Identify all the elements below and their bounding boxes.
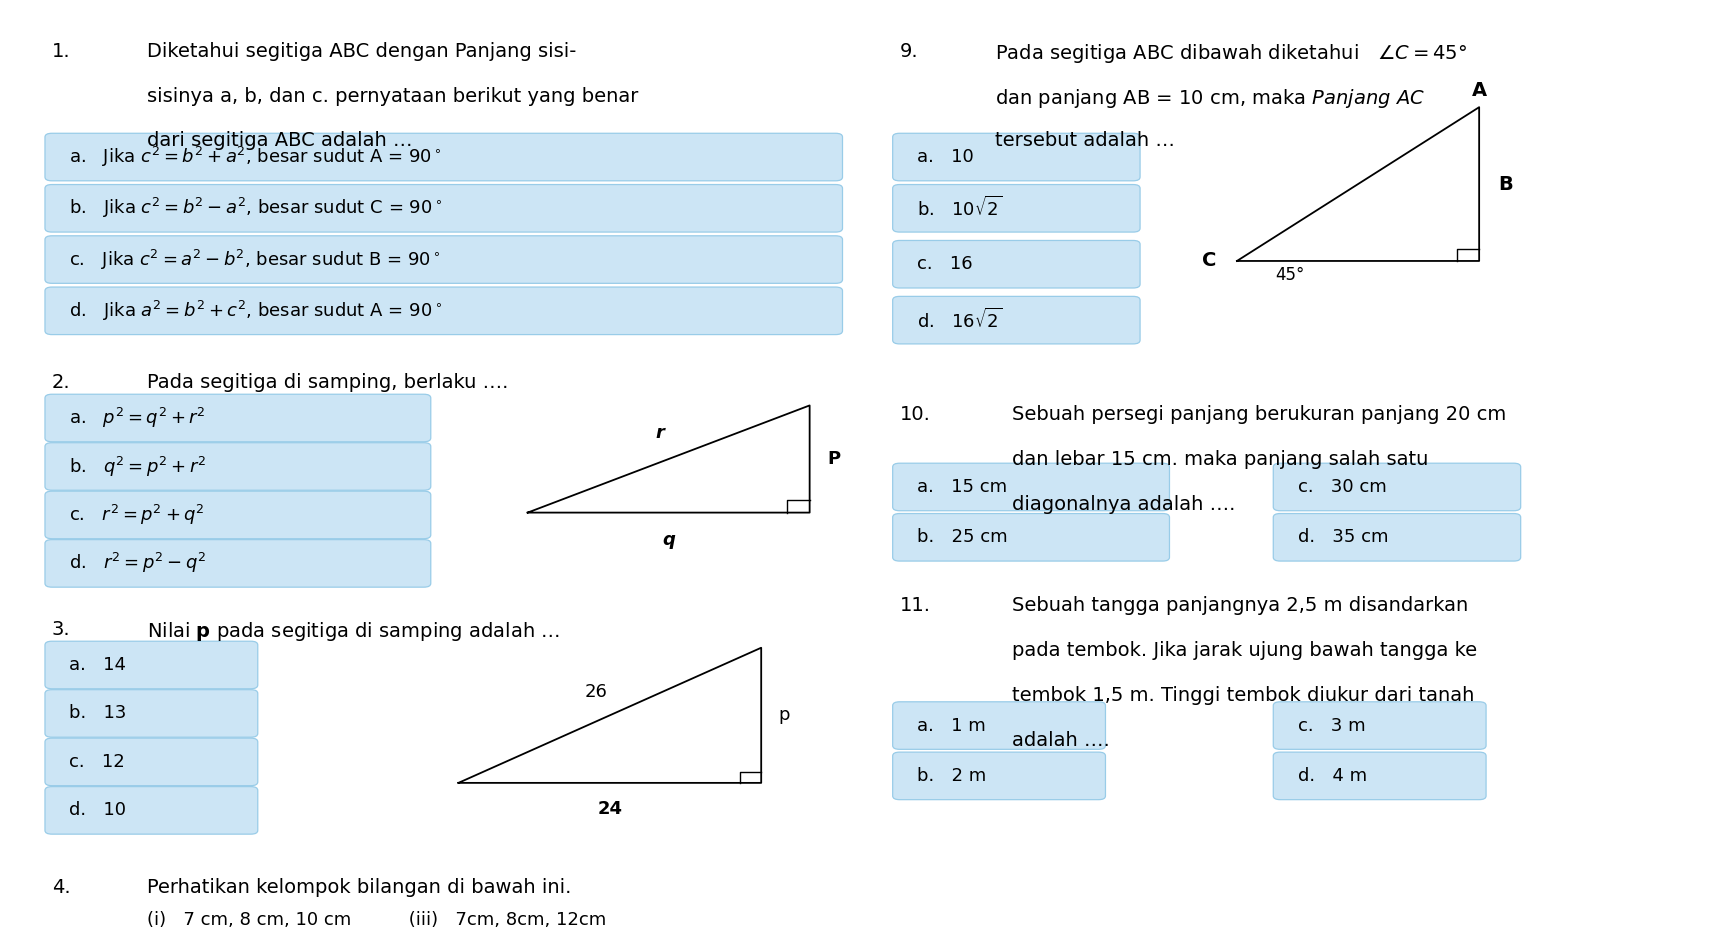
Text: Sebuah persegi panjang berukuran panjang 20 cm: Sebuah persegi panjang berukuran panjang… <box>1012 405 1507 424</box>
Text: 1.: 1. <box>52 42 71 61</box>
FancyBboxPatch shape <box>893 514 1169 561</box>
Text: dan lebar 15 cm. maka panjang salah satu: dan lebar 15 cm. maka panjang salah satu <box>1012 450 1429 469</box>
Text: a.   10: a. 10 <box>917 148 974 166</box>
Text: Perhatikan kelompok bilangan di bawah ini.: Perhatikan kelompok bilangan di bawah in… <box>147 878 571 897</box>
Text: 26: 26 <box>585 683 607 701</box>
Text: C: C <box>1202 252 1216 270</box>
Text: c.   Jika $c^2 = a^2 - b^2$, besar sudut B = 90$^\circ$: c. Jika $c^2 = a^2 - b^2$, besar sudut B… <box>69 248 441 271</box>
Text: dari segitiga ABC adalah …: dari segitiga ABC adalah … <box>147 131 412 150</box>
Text: B: B <box>1498 174 1514 194</box>
Text: d.   Jika $a^2 = b^2 + c^2$, besar sudut A = 90$^\circ$: d. Jika $a^2 = b^2 + c^2$, besar sudut A… <box>69 299 443 322</box>
Text: dan panjang AB = 10 cm, maka $\mathit{Panjang\ AC}$: dan panjang AB = 10 cm, maka $\mathit{Pa… <box>995 87 1426 110</box>
Text: c.   16: c. 16 <box>917 255 972 273</box>
Text: d.   10: d. 10 <box>69 802 126 819</box>
Text: a.   14: a. 14 <box>69 656 126 674</box>
FancyBboxPatch shape <box>45 787 258 834</box>
Text: c.   30 cm: c. 30 cm <box>1298 478 1386 496</box>
Text: P: P <box>827 450 841 468</box>
Text: b.   $q^2 = p^2 + r^2$: b. $q^2 = p^2 + r^2$ <box>69 455 206 478</box>
Text: a.   15 cm: a. 15 cm <box>917 478 1007 496</box>
Text: 10.: 10. <box>900 405 931 424</box>
Text: tersebut adalah …: tersebut adalah … <box>995 131 1175 150</box>
Text: a.   $p^2 = q^2 + r^2$: a. $p^2 = q^2 + r^2$ <box>69 406 206 430</box>
FancyBboxPatch shape <box>45 394 431 442</box>
FancyBboxPatch shape <box>893 240 1140 288</box>
Text: d.   4 m: d. 4 m <box>1298 767 1367 785</box>
Text: Nilai $\mathbf{p}$ pada segitiga di samping adalah …: Nilai $\mathbf{p}$ pada segitiga di samp… <box>147 620 561 643</box>
Text: 3.: 3. <box>52 620 71 638</box>
Text: Sebuah tangga panjangnya 2,5 m disandarkan: Sebuah tangga panjangnya 2,5 m disandark… <box>1012 596 1469 615</box>
Text: 24: 24 <box>597 800 623 817</box>
FancyBboxPatch shape <box>45 133 843 181</box>
Text: c.   3 m: c. 3 m <box>1298 717 1365 734</box>
FancyBboxPatch shape <box>45 236 843 283</box>
Text: d.   $r^2 = p^2 - q^2$: d. $r^2 = p^2 - q^2$ <box>69 552 206 575</box>
Text: c.   $r^2 = p^2 + q^2$: c. $r^2 = p^2 + q^2$ <box>69 503 204 527</box>
FancyBboxPatch shape <box>45 443 431 490</box>
Text: d.   $16\sqrt{2}$: d. $16\sqrt{2}$ <box>917 308 1002 332</box>
FancyBboxPatch shape <box>893 296 1140 344</box>
Text: diagonalnya adalah ….: diagonalnya adalah …. <box>1012 495 1235 514</box>
FancyBboxPatch shape <box>1273 514 1521 561</box>
FancyBboxPatch shape <box>893 702 1105 749</box>
Text: 11.: 11. <box>900 596 931 615</box>
Text: b.   Jika $c^2 = b^2 - a^2$, besar sudut C = 90$^\circ$: b. Jika $c^2 = b^2 - a^2$, besar sudut C… <box>69 197 443 220</box>
Text: a.   Jika $c^2 = b^2 + a^2$, besar sudut A = 90$^\circ$: a. Jika $c^2 = b^2 + a^2$, besar sudut A… <box>69 145 441 169</box>
Text: c.   12: c. 12 <box>69 753 125 771</box>
FancyBboxPatch shape <box>893 463 1169 511</box>
Text: adalah ….: adalah …. <box>1012 731 1111 749</box>
Text: (i)   7 cm, 8 cm, 10 cm          (iii)   7cm, 8cm, 12cm: (i) 7 cm, 8 cm, 10 cm (iii) 7cm, 8cm, 12… <box>147 911 606 929</box>
Text: pada tembok. Jika jarak ujung bawah tangga ke: pada tembok. Jika jarak ujung bawah tang… <box>1012 641 1477 660</box>
Text: A: A <box>1472 81 1486 100</box>
FancyBboxPatch shape <box>893 133 1140 181</box>
Text: b.   $10\sqrt{2}$: b. $10\sqrt{2}$ <box>917 197 1002 220</box>
Text: q: q <box>663 531 675 549</box>
Text: p: p <box>778 706 791 724</box>
FancyBboxPatch shape <box>893 185 1140 232</box>
Text: b.   2 m: b. 2 m <box>917 767 986 785</box>
FancyBboxPatch shape <box>45 738 258 786</box>
FancyBboxPatch shape <box>1273 463 1521 511</box>
FancyBboxPatch shape <box>893 752 1105 800</box>
Text: b.   25 cm: b. 25 cm <box>917 528 1007 546</box>
Text: Diketahui segitiga ABC dengan Panjang sisi-: Diketahui segitiga ABC dengan Panjang si… <box>147 42 576 61</box>
Text: 4.: 4. <box>52 878 71 897</box>
Text: Pada segitiga ABC dibawah diketahui   $\angle C = 45°$: Pada segitiga ABC dibawah diketahui $\an… <box>995 42 1467 65</box>
Text: d.   35 cm: d. 35 cm <box>1298 528 1387 546</box>
Text: 9.: 9. <box>900 42 919 61</box>
Text: 2.: 2. <box>52 373 71 391</box>
FancyBboxPatch shape <box>45 185 843 232</box>
Text: a.   1 m: a. 1 m <box>917 717 986 734</box>
Text: Pada segitiga di samping, berlaku ….: Pada segitiga di samping, berlaku …. <box>147 373 509 391</box>
FancyBboxPatch shape <box>45 491 431 539</box>
FancyBboxPatch shape <box>45 287 843 335</box>
Text: r: r <box>656 424 664 443</box>
Text: b.   13: b. 13 <box>69 705 126 722</box>
FancyBboxPatch shape <box>45 540 431 587</box>
FancyBboxPatch shape <box>1273 702 1486 749</box>
FancyBboxPatch shape <box>45 690 258 737</box>
Text: 45°: 45° <box>1275 266 1304 283</box>
Text: tembok 1,5 m. Tinggi tembok diukur dari tanah: tembok 1,5 m. Tinggi tembok diukur dari … <box>1012 686 1474 705</box>
FancyBboxPatch shape <box>1273 752 1486 800</box>
FancyBboxPatch shape <box>45 641 258 689</box>
Text: sisinya a, b, dan c. pernyataan berikut yang benar: sisinya a, b, dan c. pernyataan berikut … <box>147 87 638 105</box>
